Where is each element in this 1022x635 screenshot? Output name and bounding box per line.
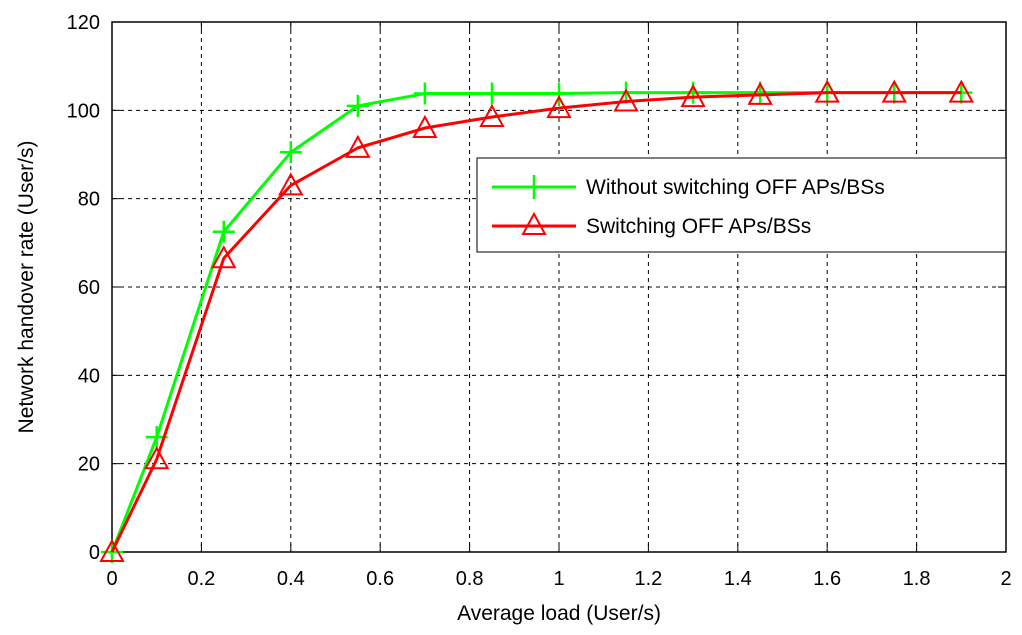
point-triangle-1-7 [546, 95, 572, 119]
x-tick-label-7: 1.4 [724, 568, 752, 590]
legend-entry-without-switching: Without switching OFF APs/BSs [492, 175, 885, 199]
x-tick-labels: 0 0.2 0.4 0.6 0.8 1 1.2 1.4 1.6 1.8 2 [106, 568, 1011, 590]
legend-label-without-switching: Without switching OFF APs/BSs [586, 176, 885, 199]
x-tick-label-1: 0.2 [187, 568, 215, 590]
x-tick-label-9: 1.8 [903, 568, 931, 590]
point-triangle-1-3 [278, 172, 304, 196]
x-tick-label-0: 0 [106, 568, 117, 590]
series-group [99, 79, 974, 563]
point-plus-0-3 [279, 141, 302, 164]
y-tick-labels: 0 20 40 60 80 100 120 [67, 12, 100, 564]
x-axis-label: Average load (User/s) [457, 602, 661, 625]
y-tick-label-5: 100 [67, 100, 100, 122]
point-triangle-1-5 [412, 114, 438, 138]
point-triangle-1-4 [345, 134, 371, 158]
x-tick-label-5: 1 [553, 568, 564, 590]
point-triangle-1-1 [144, 446, 170, 470]
legend-marker-triangle-icon [521, 211, 547, 235]
y-tick-label-3: 60 [78, 277, 100, 299]
point-triangle-1-12 [881, 79, 907, 103]
point-triangle-1-10 [747, 81, 773, 105]
point-triangle-1-13 [948, 79, 974, 103]
point-triangle-1-0 [99, 538, 125, 562]
point-triangle-1-2 [211, 245, 237, 269]
legend-box [476, 157, 1007, 253]
point-triangle-1-8 [613, 88, 639, 112]
point-triangle-1-6 [479, 103, 505, 127]
point-plus-0-5 [413, 82, 436, 105]
y-tick-label-2: 40 [78, 365, 100, 387]
y-tick-label-1: 20 [78, 454, 100, 476]
point-plus-0-6 [480, 82, 503, 105]
series-line-1 [110, 91, 962, 553]
y-tick-label-4: 80 [78, 189, 100, 211]
point-plus-0-4 [346, 94, 369, 117]
series-1 [99, 79, 974, 562]
point-triangle-1-11 [814, 79, 840, 103]
x-tick-label-2: 0.4 [277, 568, 305, 590]
legend-entry-switching: Switching OFF APs/BSs [492, 211, 811, 238]
point-plus-0-2 [212, 220, 235, 243]
x-tick-label-4: 0.8 [456, 568, 484, 590]
y-axis-label: Network handover rate (User/s) [15, 141, 38, 434]
point-plus-0-7 [548, 82, 570, 105]
x-tick-label-10: 2 [1000, 568, 1011, 590]
x-tick-label-6: 1.2 [634, 568, 662, 590]
y-tick-label-6: 120 [67, 12, 100, 34]
legend-marker-plus-icon [522, 175, 546, 199]
y-tick-label-0: 0 [89, 542, 100, 564]
point-triangle-1-9 [680, 84, 706, 108]
x-tick-label-3: 0.6 [366, 568, 394, 590]
legend: Without switching OFF APs/BSs Switching … [476, 157, 1007, 253]
x-tick-label-8: 1.6 [813, 568, 841, 590]
legend-label-switching: Switching OFF APs/BSs [586, 215, 811, 238]
